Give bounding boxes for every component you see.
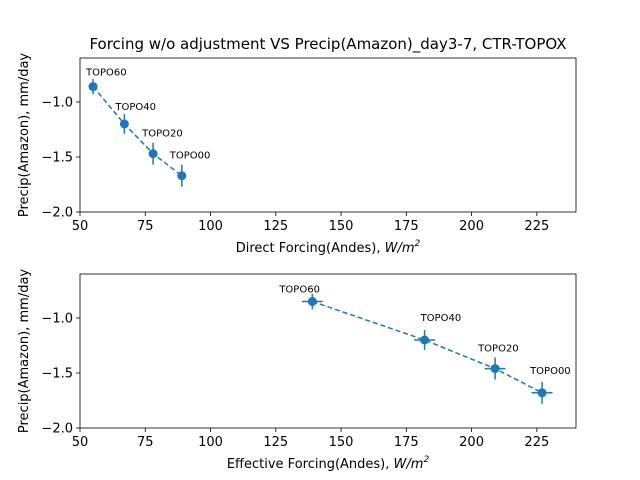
bottom-data-point [490, 364, 500, 374]
bottom-series-line [312, 300, 543, 394]
bottom-x-axis-unit-exponent: 2 [423, 455, 429, 465]
top-x-axis-label: Direct Forcing(Andes), W/m2 [236, 239, 421, 256]
bottom-x-tick-label: 50 [72, 435, 89, 450]
bottom-y-tick-label: −1.5 [41, 367, 73, 382]
bottom-x-tick-label: 225 [524, 435, 549, 450]
top-y-axis-label: Precip(Amazon), mm/day [17, 53, 32, 218]
bottom-point-label: TOPO20 [477, 344, 519, 355]
bottom-data-point [307, 297, 317, 306]
bottom-y-tick-label: −2.0 [41, 422, 73, 437]
bottom-x-axis-label-text: Effective Forcing(Andes), [227, 457, 394, 472]
top-x-axis-unit-exponent: 2 [415, 239, 421, 249]
top-x-tick-label: 75 [137, 219, 154, 234]
bottom-x-tick-label: 200 [459, 435, 484, 450]
bottom-point-label: TOPO60 [278, 285, 320, 296]
bottom-data-point [537, 388, 547, 398]
top-data-point [88, 82, 98, 92]
top-series-line [92, 86, 183, 177]
top-point-label: TOPO20 [141, 129, 183, 140]
bottom-y-tick-label: −1.0 [41, 312, 73, 327]
bottom-x-tick-label: 100 [198, 435, 223, 450]
top-data-point [119, 119, 129, 129]
bottom-x-axis-unit: W/m [394, 457, 424, 472]
top-y-tick-label: −1.5 [41, 151, 73, 166]
bottom-x-tick-label: 125 [263, 435, 288, 450]
bottom-x-tick-label: 75 [137, 435, 154, 450]
bottom-x-tick-label: 175 [394, 435, 419, 450]
top-y-tick-label: −1.0 [41, 96, 73, 111]
top-axes-frame [79, 57, 577, 213]
top-data-point [148, 149, 158, 159]
bottom-x-axis-label: Effective Forcing(Andes), W/m2 [227, 455, 430, 472]
top-x-axis-label-text: Direct Forcing(Andes), [236, 241, 385, 256]
top-x-axis-unit: W/m [385, 241, 415, 256]
chart-title: Forcing w/o adjustment VS Precip(Amazon)… [89, 35, 566, 54]
top-x-tick-label: 125 [263, 219, 288, 234]
top-x-tick-label: 200 [459, 219, 484, 234]
bottom-data-point [420, 335, 430, 345]
bottom-subplot: 50 75 100 125 150 175 200 225 −1.0 −1.5 −2.0 Effect… [17, 269, 577, 472]
top-x-tick-label: 225 [524, 219, 549, 234]
top-x-tick-label: 100 [198, 219, 223, 234]
top-point-label: TOPO00 [169, 151, 211, 162]
bottom-axes-frame [79, 273, 577, 429]
top-y-tick-label: −2.0 [41, 206, 73, 221]
top-data-point [177, 171, 187, 181]
bottom-point-label: TOPO00 [529, 366, 571, 377]
bottom-y-axis-label: Precip(Amazon), mm/day [17, 269, 32, 434]
bottom-x-tick-label: 150 [329, 435, 354, 450]
top-point-label: TOPO40 [114, 102, 156, 113]
top-subplot: 50 75 100 125 150 175 200 225 −1.0 −1.5 −2.0 Direct… [17, 53, 577, 256]
top-x-tick-label: 50 [72, 219, 89, 234]
bottom-point-label: TOPO40 [420, 313, 462, 324]
top-x-tick-label: 175 [394, 219, 419, 234]
top-point-label: TOPO60 [85, 68, 127, 79]
top-x-tick-label: 150 [329, 219, 354, 234]
